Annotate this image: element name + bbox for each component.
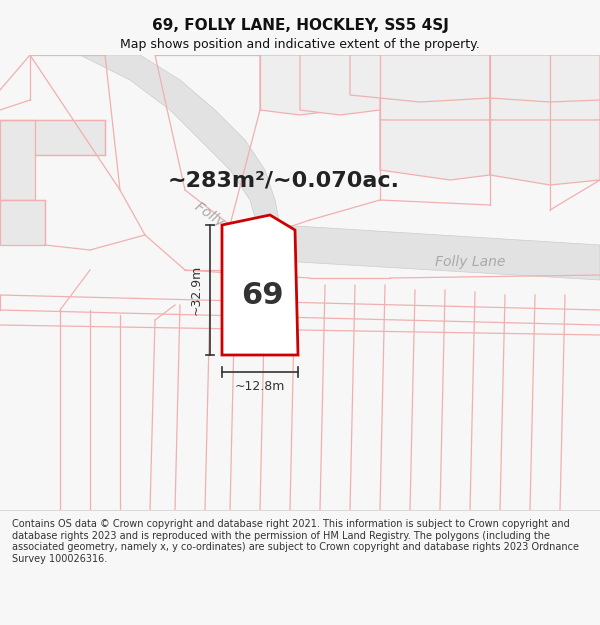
Text: ~283m²/~0.070ac.: ~283m²/~0.070ac.: [168, 170, 400, 190]
Text: 69: 69: [241, 281, 283, 309]
Text: Folly Lane: Folly Lane: [192, 199, 258, 251]
Text: Folly Lane: Folly Lane: [435, 255, 505, 269]
Polygon shape: [490, 55, 600, 102]
Polygon shape: [380, 120, 490, 180]
Polygon shape: [490, 120, 600, 185]
Text: ~12.8m: ~12.8m: [235, 379, 285, 392]
Polygon shape: [490, 55, 600, 125]
Polygon shape: [222, 215, 298, 355]
Polygon shape: [260, 55, 340, 115]
Polygon shape: [380, 55, 490, 125]
Polygon shape: [80, 55, 600, 280]
Polygon shape: [300, 55, 380, 115]
Polygon shape: [0, 120, 105, 200]
Text: ~32.9m: ~32.9m: [190, 265, 203, 315]
Polygon shape: [0, 200, 45, 245]
Polygon shape: [350, 55, 490, 102]
Text: Map shows position and indicative extent of the property.: Map shows position and indicative extent…: [120, 38, 480, 51]
Text: Contains OS data © Crown copyright and database right 2021. This information is : Contains OS data © Crown copyright and d…: [12, 519, 579, 564]
Text: 69, FOLLY LANE, HOCKLEY, SS5 4SJ: 69, FOLLY LANE, HOCKLEY, SS5 4SJ: [152, 18, 448, 33]
